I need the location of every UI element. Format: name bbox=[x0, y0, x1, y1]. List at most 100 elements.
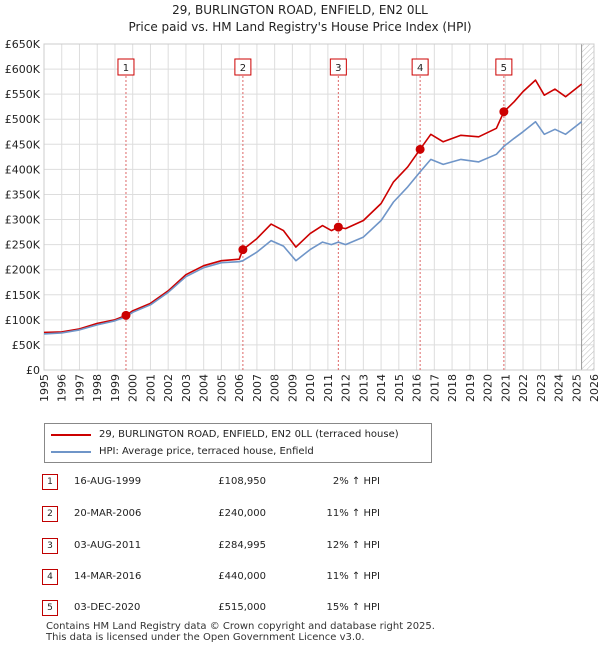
sale-marker-box bbox=[117, 58, 135, 76]
sale-marker-box bbox=[411, 58, 429, 76]
sale-date: 16-AUG-1999 bbox=[74, 476, 142, 487]
price-chart: 29, BURLINGTON ROAD, ENFIELD, EN2 0LL Pr… bbox=[5, 3, 600, 402]
sale-date: 03-AUG-2011 bbox=[74, 540, 142, 551]
y-tick-label: £200K bbox=[5, 264, 41, 277]
sale-row: 4 14-MAR-2016 £440,000 11% ↑ HPI bbox=[0, 567, 600, 587]
x-tick-label: 2022 bbox=[517, 374, 530, 402]
sale-marker-badge: 1 bbox=[42, 474, 58, 490]
sale-point bbox=[121, 310, 131, 320]
x-tick-label: 1997 bbox=[73, 374, 86, 402]
sale-point bbox=[499, 107, 509, 117]
x-tick-label: 2002 bbox=[162, 374, 175, 402]
sale-date: 14-MAR-2016 bbox=[74, 571, 142, 582]
x-tick-label: 2015 bbox=[393, 374, 406, 402]
sale-row: 5 03-DEC-2020 £515,000 15% ↑ HPI bbox=[0, 598, 600, 618]
sale-price: £284,995 bbox=[218, 540, 266, 551]
sale-marker-box bbox=[329, 58, 347, 76]
sale-price: £515,000 bbox=[218, 602, 266, 613]
sale-marker-label: 4 bbox=[417, 63, 423, 74]
legend-swatch-property bbox=[51, 434, 91, 436]
x-tick-label: 2001 bbox=[144, 374, 157, 402]
sale-hpi-change: 11% ↑ HPI bbox=[326, 508, 380, 519]
y-tick-label: £300K bbox=[5, 214, 41, 227]
sale-marker-label: 2 bbox=[240, 63, 246, 74]
y-tick-label: £450K bbox=[5, 138, 41, 151]
x-tick-label: 2014 bbox=[375, 374, 388, 402]
chart-subtitle: Price paid vs. HM Land Registry's House … bbox=[128, 20, 471, 34]
sale-hpi-change: 15% ↑ HPI bbox=[326, 602, 380, 613]
x-tick-label: 2007 bbox=[251, 374, 264, 402]
x-tick-label: 2019 bbox=[464, 374, 477, 402]
footer-copyright: Contains HM Land Registry data © Crown c… bbox=[46, 621, 435, 632]
x-tick-label: 2018 bbox=[446, 374, 459, 402]
legend: 29, BURLINGTON ROAD, ENFIELD, EN2 0LL (t… bbox=[44, 423, 432, 463]
x-tick-label: 2011 bbox=[322, 374, 335, 402]
legend-label-hpi: HPI: Average price, terraced house, Enfi… bbox=[99, 446, 314, 457]
x-tick-label: 2020 bbox=[482, 374, 495, 402]
y-tick-label: £100K bbox=[5, 314, 41, 327]
sale-marker-box bbox=[495, 58, 513, 76]
sale-marker-box bbox=[234, 58, 252, 76]
x-tick-label: 1995 bbox=[38, 374, 51, 402]
sale-marker-badge: 5 bbox=[42, 600, 58, 616]
x-tick-label: 2004 bbox=[198, 374, 211, 402]
chart-title: 29, BURLINGTON ROAD, ENFIELD, EN2 0LL bbox=[172, 3, 428, 17]
x-tick-label: 2026 bbox=[588, 374, 600, 402]
future-hatch-region bbox=[581, 44, 594, 370]
sale-hpi-change: 11% ↑ HPI bbox=[326, 571, 380, 582]
sale-marker-label: 3 bbox=[335, 63, 341, 74]
hpi-line bbox=[43, 120, 583, 335]
x-tick-label: 1999 bbox=[109, 374, 122, 402]
y-tick-label: £150K bbox=[5, 289, 41, 302]
plot-border bbox=[43, 43, 595, 371]
sale-price: £240,000 bbox=[218, 508, 266, 519]
sale-price: £108,950 bbox=[218, 476, 266, 487]
y-tick-label: £250K bbox=[5, 239, 41, 252]
property-price-line bbox=[43, 79, 583, 334]
x-tick-label: 1996 bbox=[56, 374, 69, 402]
sale-marker-badge: 3 bbox=[42, 538, 58, 554]
y-tick-label: £550K bbox=[5, 88, 41, 101]
x-tick-label: 2016 bbox=[411, 374, 424, 402]
sale-point bbox=[333, 222, 343, 232]
y-tick-label: £650K bbox=[5, 38, 41, 51]
sale-row: 2 20-MAR-2006 £240,000 11% ↑ HPI bbox=[0, 504, 600, 524]
x-tick-label: 2025 bbox=[570, 374, 583, 402]
sale-point bbox=[238, 245, 248, 255]
x-tick-label: 2024 bbox=[553, 374, 566, 402]
x-tick-label: 2010 bbox=[304, 374, 317, 402]
y-tick-label: £500K bbox=[5, 113, 41, 126]
y-tick-label: £400K bbox=[5, 163, 41, 176]
sale-marker-badge: 2 bbox=[42, 506, 58, 522]
x-tick-label: 2021 bbox=[499, 374, 512, 402]
sale-row: 1 16-AUG-1999 £108,950 2% ↑ HPI bbox=[0, 472, 600, 492]
sale-date: 20-MAR-2006 bbox=[74, 508, 142, 519]
sale-marker-label: 5 bbox=[501, 63, 507, 74]
x-tick-label: 1998 bbox=[91, 374, 104, 402]
sale-hpi-change: 2% ↑ HPI bbox=[332, 476, 380, 487]
sale-marker-label: 1 bbox=[123, 63, 129, 74]
sale-row: 3 03-AUG-2011 £284,995 12% ↑ HPI bbox=[0, 536, 600, 556]
footer-licence: This data is licensed under the Open Gov… bbox=[46, 632, 365, 643]
x-tick-label: 2013 bbox=[357, 374, 370, 402]
x-tick-label: 2017 bbox=[428, 374, 441, 402]
y-tick-label: £350K bbox=[5, 188, 41, 201]
sale-hpi-change: 12% ↑ HPI bbox=[326, 540, 380, 551]
sale-date: 03-DEC-2020 bbox=[74, 602, 141, 613]
x-tick-label: 2003 bbox=[180, 374, 193, 402]
sale-price: £440,000 bbox=[218, 571, 266, 582]
y-tick-label: £0 bbox=[26, 364, 40, 377]
x-tick-label: 2000 bbox=[127, 374, 140, 402]
x-tick-label: 2023 bbox=[535, 374, 548, 402]
x-tick-label: 2006 bbox=[233, 374, 246, 402]
y-tick-label: £600K bbox=[5, 63, 41, 76]
x-tick-label: 2008 bbox=[269, 374, 282, 402]
x-tick-label: 2012 bbox=[340, 374, 353, 402]
plot-background bbox=[44, 44, 594, 370]
y-tick-label: £50K bbox=[12, 339, 41, 352]
legend-swatch-hpi bbox=[51, 451, 91, 453]
x-tick-label: 2005 bbox=[215, 374, 228, 402]
sale-point bbox=[415, 144, 425, 154]
legend-label-property: 29, BURLINGTON ROAD, ENFIELD, EN2 0LL (t… bbox=[99, 429, 399, 440]
sale-marker-badge: 4 bbox=[42, 569, 58, 585]
